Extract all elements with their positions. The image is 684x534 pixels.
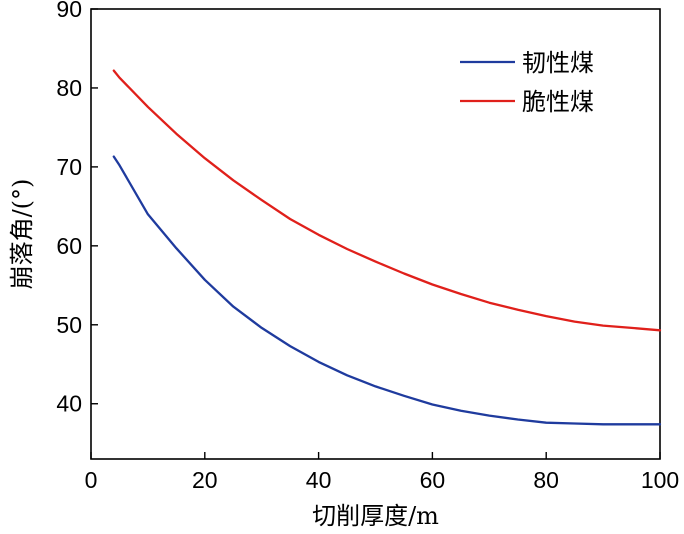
x-tick-label: 40 (306, 467, 332, 493)
legend-label-1: 韧性煤 (522, 49, 594, 77)
legend-label-2: 脆性煤 (522, 88, 594, 116)
x-tick-label: 100 (641, 467, 679, 493)
y-tick-label: 40 (56, 391, 82, 417)
y-tick-label: 90 (56, 0, 82, 22)
x-axis-ticks: 0 20 40 60 80 100 (85, 452, 679, 493)
y-tick-label: 50 (56, 312, 82, 338)
y-tick-label: 80 (56, 75, 82, 101)
y-tick-label: 60 (56, 233, 82, 259)
y-axis-title: 崩落角/(°) (8, 179, 36, 290)
y-axis-ticks: 40 50 60 70 80 90 (56, 0, 98, 417)
x-axis-title: 切削厚度/m (312, 502, 439, 530)
series-line-1 (112, 155, 662, 426)
y-tick-label: 70 (56, 154, 82, 180)
x-tick-label: 20 (192, 467, 218, 493)
x-tick-label: 0 (85, 467, 98, 493)
x-tick-label: 60 (420, 467, 446, 493)
series-line-2 (112, 69, 662, 332)
series-lines (112, 69, 662, 426)
plot-frame (90, 8, 661, 460)
x-tick-label: 80 (533, 467, 559, 493)
